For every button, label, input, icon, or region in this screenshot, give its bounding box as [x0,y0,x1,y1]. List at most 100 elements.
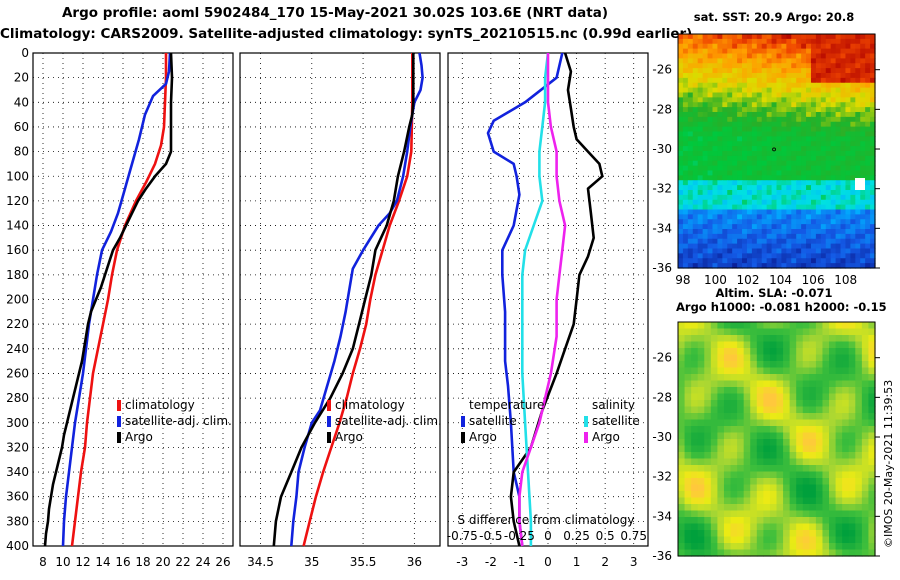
sla-cell [776,361,784,369]
sst-cell [678,194,684,201]
sst-cell [825,214,832,220]
sst-cell [722,151,728,157]
sst-cell [692,116,699,123]
sst-cell [865,258,871,264]
sst-cell [702,43,709,50]
sla-cell [848,322,856,330]
sst-cell [756,58,763,64]
sla-cell [776,504,784,512]
sst-cell [682,258,689,264]
sla-cell [723,406,732,414]
sla-cell [829,348,837,356]
sst-cell [806,43,812,50]
sla-cell [756,400,764,408]
sst-cell [835,204,842,211]
sst-cell [781,243,787,250]
sst-cell [830,126,837,133]
sst-cell [702,141,709,147]
sst-cell [801,48,807,55]
sst-cell [870,175,876,181]
sla-cell [723,471,732,479]
sst-cell [801,112,807,118]
sst-cell [742,38,748,45]
sla-cell [789,400,797,408]
sla-cell [704,471,712,479]
sla-cell [776,530,784,538]
sst-cell [776,63,783,69]
sst-cell [855,204,861,211]
sst-cell [865,146,871,152]
sst-cell [776,77,783,84]
sst-cell [776,34,783,40]
sst-cell [870,112,876,118]
sla-cell [717,478,725,486]
sst-cell [810,121,817,128]
sst-cell [855,263,861,269]
sla-cell [710,406,718,414]
sst-cell [776,214,783,220]
sst-cell [860,97,866,103]
sst-cell [692,165,699,172]
sst-cell [717,68,723,74]
sst-cell [801,146,807,152]
sla-cell [855,510,863,518]
sla-cell [848,361,856,369]
sla-cell [842,484,850,492]
sla-cell [835,335,843,343]
sla-cell [763,374,771,382]
sst-cell [815,224,822,230]
sla-cell [842,387,850,395]
sla-cell [815,413,824,421]
sst-cell [702,233,709,240]
sst-cell [835,258,842,264]
sst-cell [761,185,768,191]
sla-cell [815,354,824,362]
sla-cell [802,406,810,414]
sla-cell [835,354,843,362]
sst-cell [835,92,842,98]
sla-cell [848,549,856,557]
sst-cell [850,34,856,40]
sla-cell [723,335,732,343]
sla-cell [855,393,863,401]
sst-cell [850,204,856,211]
sla-cell [691,491,699,499]
sst-cell [746,160,753,167]
sst-cell [855,107,861,113]
sst-cell [870,155,876,162]
sst-cell [687,136,694,142]
sla-cell [737,478,745,486]
sst-cell [737,253,743,259]
sst-cell [712,112,718,118]
sst-cell [682,233,689,240]
sst-cell [840,63,847,69]
sst-cell [692,190,699,196]
sst-cell [840,97,847,103]
sst-cell [732,87,738,94]
sla-cell [842,458,850,466]
sla-cell [750,393,758,401]
sla-cell [835,374,843,382]
sst-cell [870,253,876,259]
sst-cell [865,107,871,113]
sla-cell [796,374,804,382]
sla-cell [868,549,876,557]
sst-cell [692,194,699,201]
y-tick-label: 40 [14,95,29,109]
sst-cell [697,170,704,176]
sla-cell [783,348,791,356]
sla-cell [822,328,830,336]
sst-cell [742,180,748,186]
sla-cell [710,452,718,460]
sst-cell [756,233,763,240]
sla-cell [809,523,817,531]
sst-cell [855,136,861,142]
legend-swatch [327,432,331,443]
sst-cell [810,155,817,162]
sst-cell [865,229,871,235]
sla-cell [717,335,725,343]
sla-cell [730,543,738,551]
sst-cell [707,34,714,40]
sst-cell [815,73,822,79]
sst-cell [830,53,837,59]
